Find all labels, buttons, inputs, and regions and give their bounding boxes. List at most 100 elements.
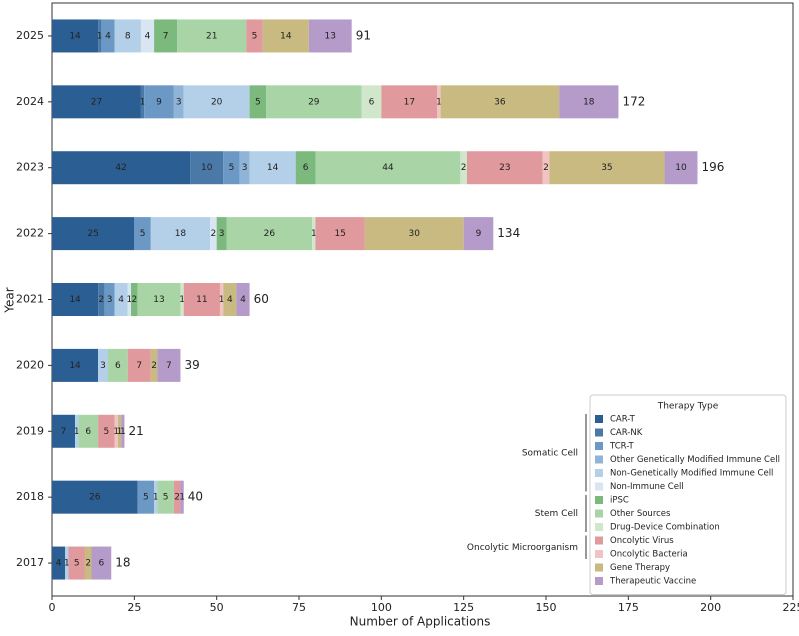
segment-label: 2 [85,559,91,569]
segment-label: 6 [303,163,309,173]
segment-label: 14 [69,295,81,305]
legend-label: Drug-Device Combination [610,523,720,533]
segment-label: 4 [56,559,62,569]
segment-label: 8 [125,31,131,41]
segment-label: 5 [143,493,149,503]
x-tick-label: 200 [700,601,721,614]
segment-label: 13 [153,295,164,305]
segment-label: 6 [99,559,105,569]
segment-label: 5 [229,163,235,173]
segment-label: 4 [227,295,233,305]
legend-label: TCR-T [609,442,634,452]
y-tick-label: 2021 [16,293,44,306]
legend-label: Other Genetically Modified Immune Cell [610,455,780,465]
segment-label: 26 [89,493,101,503]
y-tick-label: 2017 [16,556,44,569]
segment-label: 35 [601,163,612,173]
segment-label: 2 [543,163,549,173]
segment-label: 6 [115,361,121,371]
y-tick-label: 2024 [16,95,44,108]
segment-label: 2 [99,295,105,305]
x-tick-label: 0 [49,601,56,614]
segment-label: 21 [206,31,217,41]
segment-label: 10 [201,163,213,173]
y-axis-label: Year [3,287,17,313]
segment-label: 5 [163,493,169,503]
segment-label: 1 [179,493,185,503]
segment-label: 9 [476,229,482,239]
total-label: 18 [115,556,130,570]
legend-label: CAR-NK [610,428,643,438]
segment-label: 5 [252,31,258,41]
y-tick-label: 2023 [16,161,44,174]
segment-label: 2 [211,229,217,239]
segment-label: 27 [91,97,102,107]
segment-label: 7 [166,361,172,371]
segment-label: 6 [369,97,375,107]
total-label: 134 [497,226,520,240]
segment-label: 20 [211,97,223,107]
segment-label: 15 [334,229,345,239]
segment-label: 6 [85,427,91,437]
legend-swatch [595,510,603,518]
total-label: 172 [622,94,645,108]
total-label: 60 [254,292,269,306]
segment-label: 7 [61,427,67,437]
legend-title: Therapy Type [657,402,719,412]
y-tick-label: 2022 [16,227,44,240]
x-tick-label: 50 [210,601,224,614]
x-tick-label: 225 [783,601,799,614]
legend-label: Oncolytic Virus [610,536,674,546]
segment-label: 2 [461,163,467,173]
legend-swatch [595,564,603,572]
segment-label: 3 [242,163,248,173]
segment-label: 18 [583,97,595,107]
legend-label: iPSC [610,496,629,506]
legend-swatch [595,523,603,531]
x-tick-label: 25 [127,601,141,614]
total-label: 196 [701,160,724,174]
legend-swatch [595,429,603,437]
legend-label: Oncolytic Bacteria [610,550,688,560]
x-tick-label: 125 [453,601,474,614]
legend-swatch [595,537,603,545]
segment-label: 1 [120,427,126,437]
legend-label: Therapeutic Vaccine [609,577,696,587]
x-tick-label: 150 [536,601,557,614]
x-tick-label: 100 [371,601,392,614]
legend-label: Non-Genetically Modified Immune Cell [610,469,773,479]
segment-label: 4 [145,31,151,41]
segment-label: 3 [176,97,182,107]
y-tick-label: 2025 [16,29,44,42]
x-axis-label: Number of Applications [350,615,491,629]
segment-label: 14 [69,31,81,41]
legend-label: Other Sources [610,509,671,519]
segment-label: 14 [267,163,279,173]
group-label: Oncolytic Microorganism [467,543,578,553]
segment-label: 26 [264,229,276,239]
segment-label: 4 [118,295,124,305]
segment-label: 7 [163,31,169,41]
total-label: 21 [128,424,143,438]
segment-label: 18 [175,229,187,239]
y-tick-label: 2019 [16,424,44,437]
segment-label: 7 [136,361,142,371]
segment-label: 3 [107,295,113,305]
legend-swatch [595,577,603,585]
segment-label: 3 [100,361,106,371]
segment-label: 5 [74,559,80,569]
y-tick-label: 2020 [16,358,44,371]
total-label: 39 [184,358,199,372]
segment-label: 11 [196,295,207,305]
segment-label: 36 [494,97,506,107]
segment-label: 9 [156,97,162,107]
legend-label: Gene Therapy [610,563,670,573]
group-label: Somatic Cell [522,448,578,458]
x-tick-label: 75 [292,601,306,614]
y-tick-label: 2018 [16,490,44,503]
segment-label: 3 [219,229,225,239]
legend-swatch [595,483,603,491]
segment-label: 4 [240,295,246,305]
segment-label: 5 [140,229,146,239]
